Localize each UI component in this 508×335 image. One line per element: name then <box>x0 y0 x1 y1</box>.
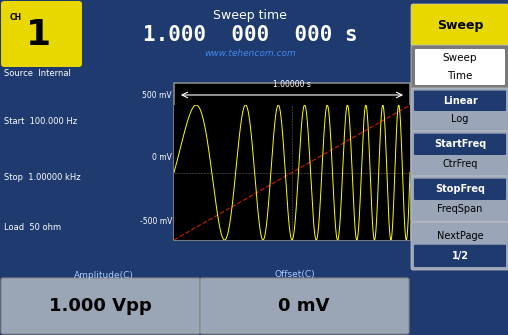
FancyBboxPatch shape <box>414 179 506 200</box>
FancyBboxPatch shape <box>411 222 508 270</box>
Bar <box>174 83 410 240</box>
Text: StopFreq: StopFreq <box>435 184 485 194</box>
Text: www.tehencom.com: www.tehencom.com <box>204 50 296 59</box>
FancyBboxPatch shape <box>411 131 508 177</box>
Text: Time: Time <box>448 71 472 81</box>
FancyBboxPatch shape <box>1 278 200 334</box>
Text: Log: Log <box>451 114 469 124</box>
Text: Start  100.000 Hz: Start 100.000 Hz <box>4 117 77 126</box>
FancyBboxPatch shape <box>414 245 506 267</box>
FancyBboxPatch shape <box>414 90 506 111</box>
Text: Linear: Linear <box>442 96 478 106</box>
FancyBboxPatch shape <box>411 176 508 222</box>
Text: Sweep time: Sweep time <box>213 8 287 21</box>
FancyBboxPatch shape <box>411 4 508 46</box>
Text: Sweep: Sweep <box>437 18 483 31</box>
Text: 1.00000 s: 1.00000 s <box>273 80 311 89</box>
Text: Load  50 ohm: Load 50 ohm <box>4 223 61 232</box>
Text: StartFreq: StartFreq <box>434 139 486 149</box>
Text: 1/2: 1/2 <box>452 251 468 261</box>
FancyBboxPatch shape <box>411 88 508 132</box>
Text: 0 mV: 0 mV <box>278 297 330 315</box>
Text: 1.000  000  000 s: 1.000 000 000 s <box>143 25 357 45</box>
Text: Source  Internal: Source Internal <box>4 69 71 78</box>
Text: 500 mV: 500 mV <box>142 90 172 99</box>
Text: FreqSpan: FreqSpan <box>437 204 483 214</box>
FancyBboxPatch shape <box>411 45 508 89</box>
Text: 1: 1 <box>26 18 51 52</box>
FancyBboxPatch shape <box>414 134 506 155</box>
Text: Offset(C): Offset(C) <box>275 270 315 279</box>
Text: CH: CH <box>10 12 22 21</box>
Text: Sweep: Sweep <box>443 53 477 63</box>
FancyBboxPatch shape <box>1 1 82 67</box>
Text: 1.000 Vpp: 1.000 Vpp <box>49 297 151 315</box>
Text: Amplitude(C): Amplitude(C) <box>74 270 134 279</box>
Text: -500 mV: -500 mV <box>140 216 172 225</box>
Text: CtrFreq: CtrFreq <box>442 159 478 169</box>
Text: NextPage: NextPage <box>437 231 483 241</box>
Text: Stop  1.00000 kHz: Stop 1.00000 kHz <box>4 173 81 182</box>
FancyBboxPatch shape <box>200 278 409 334</box>
FancyBboxPatch shape <box>415 49 505 85</box>
Text: 0 mV: 0 mV <box>152 153 172 162</box>
